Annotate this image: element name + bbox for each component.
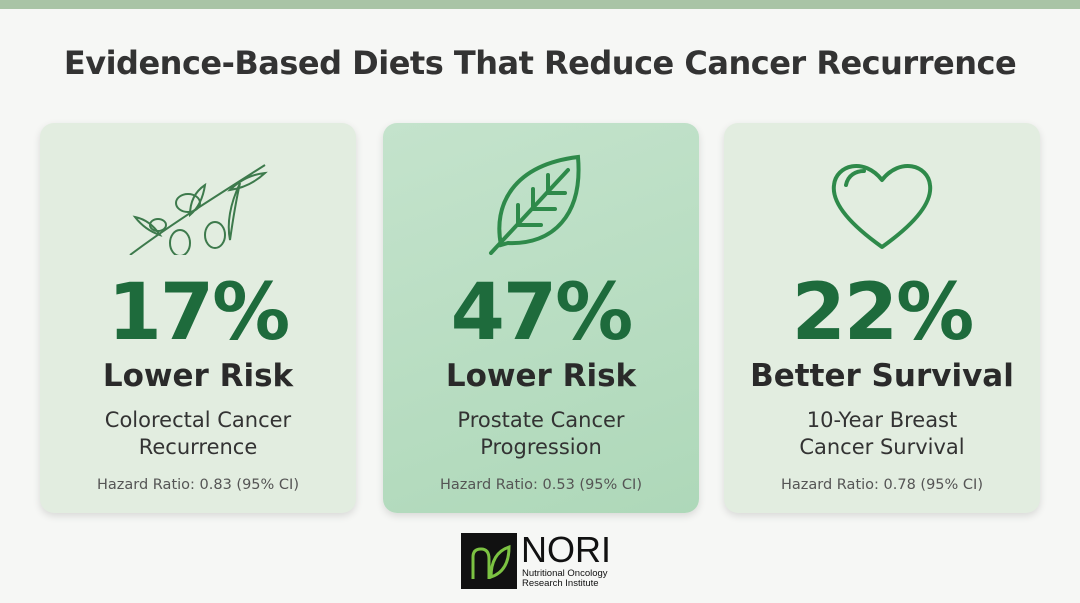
description: Colorectal Cancer [104, 408, 292, 432]
heart-icon [831, 164, 933, 249]
stat-card: 47% Lower Risk Prostate Cancer Progressio… [383, 123, 699, 513]
stat-label: Lower Risk [102, 358, 294, 394]
page-title: Evidence-Based Diets That Reduce Cancer … [63, 44, 1017, 82]
stat-label: Lower Risk [445, 358, 637, 394]
stat-card: 22% Better Survival 10-Year Breast Cancer… [724, 123, 1040, 513]
hazard-note: Hazard Ratio: 0.53 (95% CI) [440, 477, 642, 493]
stat-value: 17% [107, 268, 291, 358]
description: Cancer Survival [799, 435, 965, 459]
hazard-note: Hazard Ratio: 0.78 (95% CI) [781, 477, 983, 493]
logo-subtitle: Research Institute [522, 578, 599, 589]
description: Progression [480, 435, 602, 459]
leaf-icon [489, 154, 581, 255]
olive-icon [129, 164, 268, 255]
logo: NORI Nutritional Oncology Research Instit… [461, 529, 631, 593]
description: Recurrence [138, 435, 258, 459]
top-bar [0, 0, 1080, 9]
stat-value: 22% [791, 268, 975, 358]
logo-name: NORI [521, 529, 611, 570]
logo-mark [461, 533, 517, 589]
description: Prostate Cancer [457, 408, 625, 432]
logo-leaf [471, 544, 511, 580]
hazard-note: Hazard Ratio: 0.83 (95% CI) [97, 477, 299, 493]
description: 10-Year Breast [806, 408, 958, 432]
stat-card: 17% Lower Risk Colorectal Cancer Recurren… [40, 123, 356, 513]
stat-value: 47% [450, 268, 634, 358]
stat-label: Better Survival [750, 358, 1014, 394]
logo-subtitle: Nutritional Oncology [522, 568, 608, 579]
